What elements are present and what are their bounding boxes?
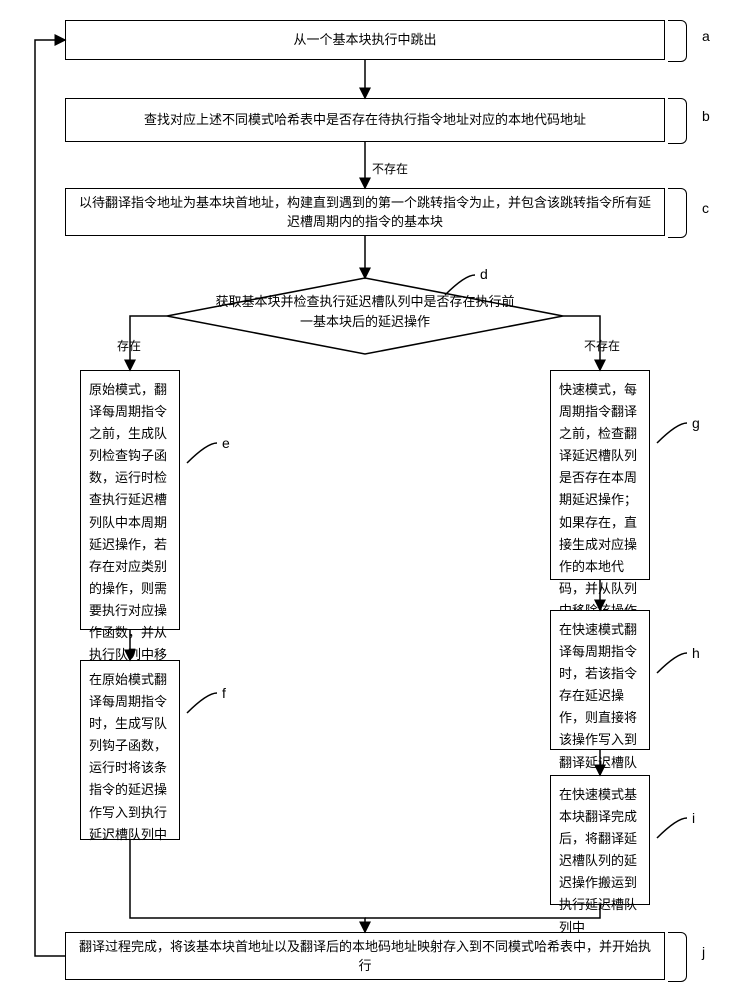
node-g: 快速模式，每周期指令翻译之前，检查翻译延迟槽队列是否存在本周期延迟操作；如果存在… [550, 370, 650, 580]
node-c-text: 以待翻译指令地址为基本块首地址，构建直到遇到的第一个跳转指令为止，并包含该跳转指… [76, 193, 654, 232]
node-h-text: 在快速模式翻译每周期指令时，若该指令存在延迟操作，则直接将该操作写入到翻译延迟槽… [559, 619, 641, 796]
pointer-f [182, 688, 222, 718]
node-c: 以待翻译指令地址为基本块首地址，构建直到遇到的第一个跳转指令为止，并包含该跳转指… [65, 188, 665, 236]
label-e: e [222, 435, 230, 451]
node-i: 在快速模式基本块翻译完成后，将翻译延迟槽队列的延迟操作搬运到执行延迟槽队列中 [550, 775, 650, 905]
node-a: 从一个基本块执行中跳出 [65, 20, 665, 60]
pointer-i [652, 813, 692, 843]
brace-j [668, 932, 687, 982]
edge-label-bc: 不存在 [370, 160, 410, 177]
pointer-g [652, 418, 692, 448]
label-f: f [222, 685, 226, 701]
label-a: a [702, 28, 710, 44]
flowchart-canvas: 从一个基本块执行中跳出 a 查找对应上述不同模式哈希表中是否存在待执行指令地址对… [20, 20, 733, 980]
brace-a [668, 20, 687, 62]
node-b: 查找对应上述不同模式哈希表中是否存在待执行指令地址对应的本地代码地址 [65, 98, 665, 142]
pointer-h [652, 648, 692, 678]
label-h: h [692, 645, 700, 661]
node-g-text: 快速模式，每周期指令翻译之前，检查翻译延迟槽队列是否存在本周期延迟操作；如果存在… [559, 379, 641, 622]
node-h: 在快速模式翻译每周期指令时，若该指令存在延迟操作，则直接将该操作写入到翻译延迟槽… [550, 610, 650, 750]
node-j-text: 翻译过程完成，将该基本块首地址以及翻译后的本地码地址映射存入到不同模式哈希表中，… [76, 937, 654, 976]
brace-b [668, 98, 687, 144]
edge-label-right: 不存在 [582, 337, 622, 354]
node-e: 原始模式，翻译每周期指令之前，生成队列检查钩子函数，运行时检查执行延迟槽列队中本… [80, 370, 180, 630]
node-f-text: 在原始模式翻译每周期指令时，生成写队列钩子函数，运行时将该条指令的延迟操作写入到… [89, 669, 171, 846]
label-i: i [692, 810, 695, 826]
label-b: b [702, 108, 710, 124]
pointer-d [440, 270, 480, 300]
label-j: j [702, 944, 705, 960]
brace-c [668, 188, 687, 238]
node-f: 在原始模式翻译每周期指令时，生成写队列钩子函数，运行时将该条指令的延迟操作写入到… [80, 660, 180, 840]
node-a-text: 从一个基本块执行中跳出 [293, 30, 436, 50]
label-d: d [480, 266, 488, 282]
label-g: g [692, 415, 700, 431]
edge-label-left: 存在 [115, 337, 143, 354]
pointer-e [182, 438, 222, 468]
node-i-text: 在快速模式基本块翻译完成后，将翻译延迟槽队列的延迟操作搬运到执行延迟槽队列中 [559, 784, 641, 939]
node-j: 翻译过程完成，将该基本块首地址以及翻译后的本地码地址映射存入到不同模式哈希表中，… [65, 932, 665, 980]
label-c: c [702, 200, 709, 216]
node-d [165, 276, 565, 356]
node-b-text: 查找对应上述不同模式哈希表中是否存在待执行指令地址对应的本地代码地址 [144, 110, 586, 130]
